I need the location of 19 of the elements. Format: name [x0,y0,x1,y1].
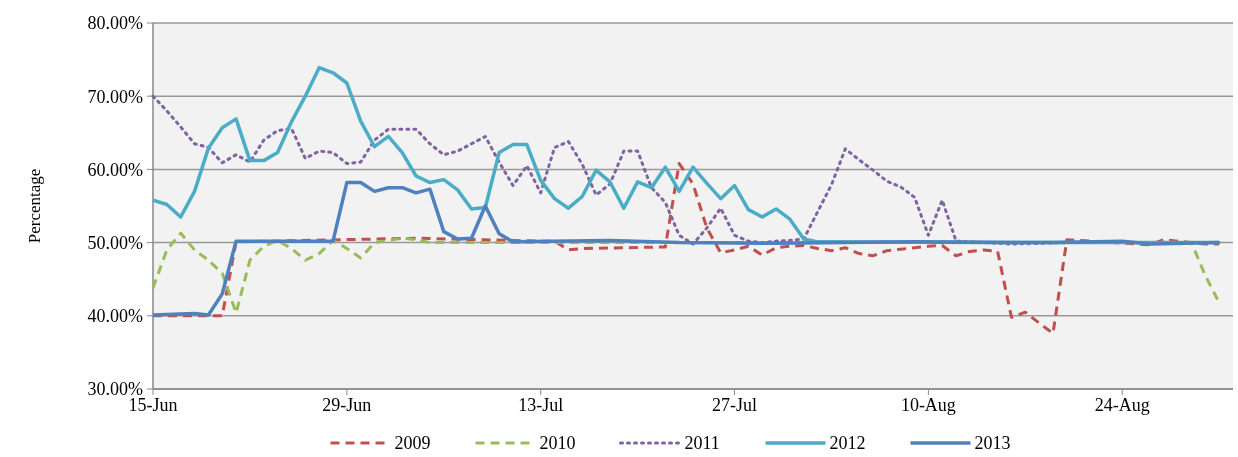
line-series [151,180,1221,317]
x-tick-label: 24-Aug [1094,395,1150,415]
x-tick-label: 13-Jul [518,395,564,415]
y-tick-label: 50.00% [87,232,143,253]
x-tick-label: 27-Jul [712,395,758,415]
line-series [151,94,1221,246]
legend-label: 2013 [974,433,1011,454]
legend-label: 2011 [684,433,720,454]
legend-label: 2012 [829,433,866,454]
y-tick-label: 40.00% [87,306,143,327]
legend-label: 2010 [539,433,576,454]
x-tick-label: 10-Aug [900,395,956,415]
legend-label: 2009 [394,433,431,454]
x-tick-label: 29-Jun [322,395,372,415]
x-tick-label: 15-Jun [128,395,178,415]
y-axis-title: Percentage [25,168,44,244]
y-tick-label: 80.00% [87,13,143,34]
y-tick-label: 60.00% [87,159,143,180]
y-tick-label: 70.00% [87,86,143,107]
